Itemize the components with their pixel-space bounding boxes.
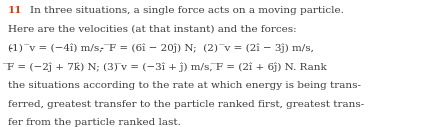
Text: Here are the velocities (at that instant) and the forces:: Here are the velocities (at that instant… xyxy=(8,25,296,34)
Text: ̅F = (−2ĵ + 7k̂) N; (3) ̅v = (−3î + ĵ) m/s, ̅F = (2î + 6ĵ) N. Rank: ̅F = (−2ĵ + 7k̂) N; (3) ̅v = (−3î + ĵ) m… xyxy=(8,62,327,72)
Text: the situations according to the rate at which energy is being trans-: the situations according to the rate at … xyxy=(8,81,361,90)
Text: ferred, greatest transfer to the particle ranked first, greatest trans-: ferred, greatest transfer to the particl… xyxy=(8,100,364,109)
Text: fer from the particle ranked last.: fer from the particle ranked last. xyxy=(8,118,181,127)
Text: (1)  ̅v = (−4î) m/s,  ̅F = (6î − 20ĵ) N;  (2)  ̅v = (2î − 3ĵ) m/s,: (1) ̅v = (−4î) m/s, ̅F = (6î − 20ĵ) N; (… xyxy=(8,43,313,53)
Text: In three situations, a single force acts on a moving particle.: In three situations, a single force acts… xyxy=(30,6,344,15)
Text: 11: 11 xyxy=(8,6,22,15)
